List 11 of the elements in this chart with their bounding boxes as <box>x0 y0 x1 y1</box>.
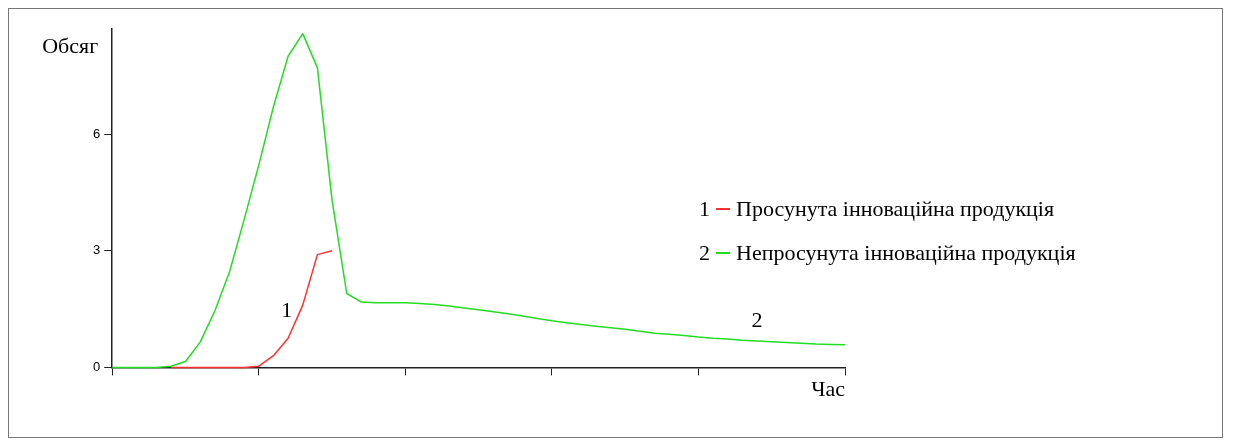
text: 1 <box>699 196 710 221</box>
text: 2 <box>699 240 710 265</box>
legend-label: Непросунута інноваційна продукція <box>736 239 1076 267</box>
annotation: 2 <box>751 306 763 332</box>
y-tick-label: 0 <box>93 358 101 374</box>
x-axis-title: Час <box>811 376 846 402</box>
annotation: 1 <box>281 296 293 322</box>
y-tick-label: 3 <box>93 242 101 258</box>
y-axis-title: Обсяг <box>42 32 99 58</box>
y-tick-label: 6 <box>93 125 101 141</box>
legend-label: Просунута інноваційна продукція <box>736 195 1055 223</box>
